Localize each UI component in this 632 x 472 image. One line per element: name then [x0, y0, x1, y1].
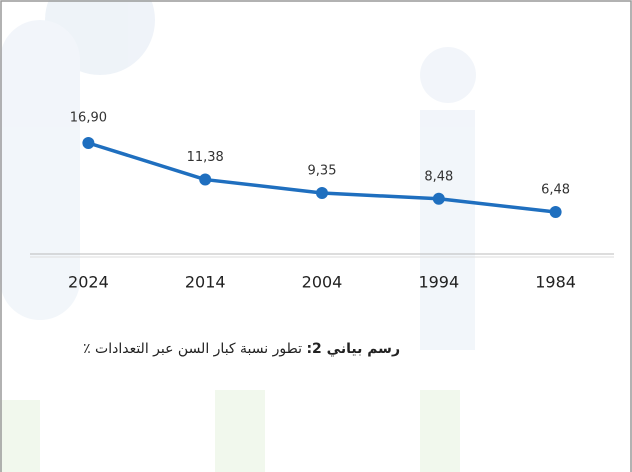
- value-label: 8,48: [424, 169, 453, 184]
- value-label: 6,48: [541, 183, 570, 198]
- x-tick-label: 1984: [535, 273, 576, 292]
- caption: رسم بياني 2: تطور نسبة كبار السن عبر الت…: [83, 341, 400, 357]
- x-tick-label: 2014: [185, 273, 226, 292]
- caption-text: تطور نسبة كبار السن عبر التعدادات ٪: [83, 341, 302, 357]
- point: [316, 186, 328, 199]
- value-label: 9,35: [308, 163, 337, 178]
- point: [432, 192, 445, 205]
- x-tick-label: 2024: [68, 273, 109, 292]
- point: [549, 206, 562, 218]
- x-tick-label: 1994: [418, 273, 459, 292]
- point: [82, 137, 95, 149]
- watermark: [0, 0, 476, 472]
- caption-label: رسم بياني 2:: [306, 341, 400, 357]
- value-label: 11,38: [187, 150, 224, 165]
- value-label: 16,90: [70, 111, 107, 126]
- point: [199, 173, 212, 186]
- x-tick-label: 2004: [302, 273, 343, 292]
